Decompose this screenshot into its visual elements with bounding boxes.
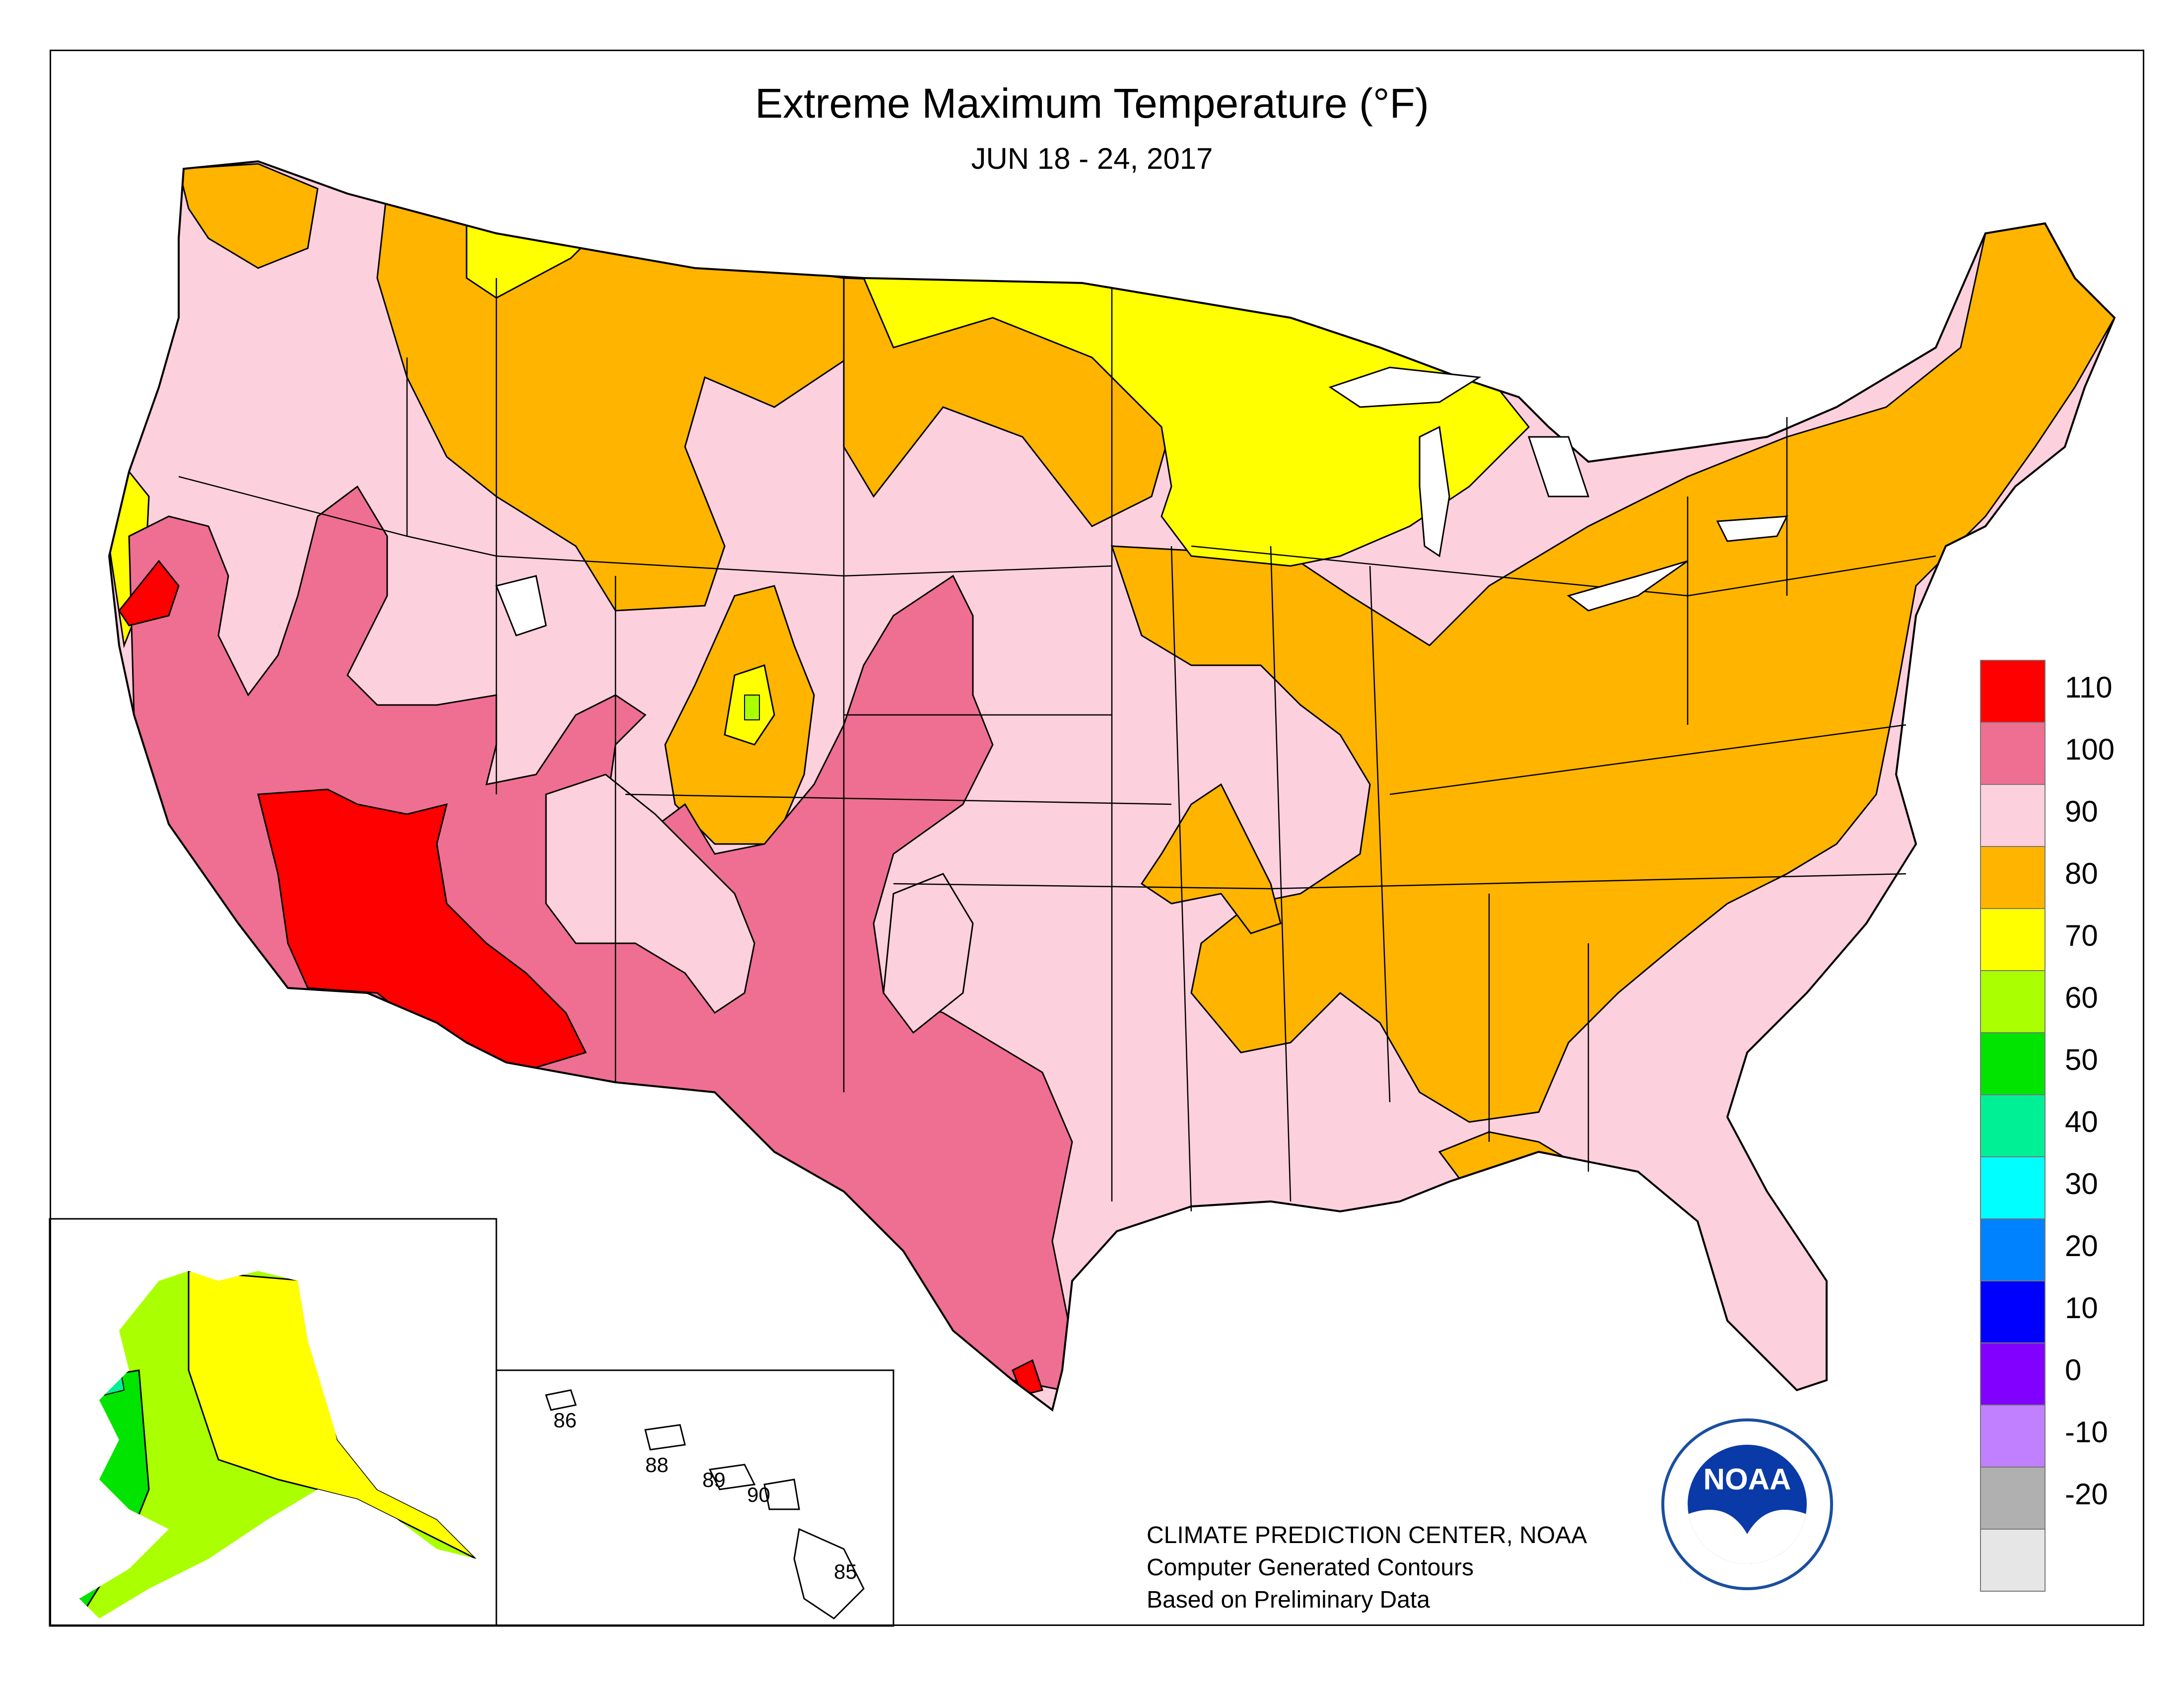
legend-label: 110	[2065, 671, 2113, 704]
legend-label: 50	[2065, 1043, 2098, 1076]
legend-swatch	[1980, 908, 2046, 971]
legend-swatch	[1980, 1342, 2046, 1406]
zone-90-newmexico	[883, 873, 974, 1034]
legend-label: 70	[2065, 919, 2098, 952]
legend-swatch	[1980, 1094, 2046, 1157]
legend-label: -10	[2065, 1415, 2108, 1449]
zone-80-east	[1110, 222, 2115, 1123]
legend-swatch	[1980, 722, 2046, 785]
legend-swatch	[1980, 784, 2046, 847]
legend-swatch	[1980, 1405, 2046, 1468]
zone-110-northern-ca	[118, 560, 180, 627]
map-subtitle: JUN 18 - 24, 2017	[971, 142, 1213, 175]
credit-line-1: CLIMATE PREDICTION CENTER, NOAA	[1147, 1522, 1587, 1548]
legend-label: 10	[2065, 1291, 2098, 1325]
state-borders	[178, 278, 1936, 1212]
credit-line-3: Based on Preliminary Data	[1147, 1587, 1430, 1613]
legend-swatch	[1980, 846, 2046, 909]
hawaii-value-4: 90	[747, 1483, 770, 1506]
map-title: Extreme Maximum Temperature (°F)	[755, 80, 1429, 127]
hawaii-inset-frame	[495, 1369, 894, 1627]
hawaii-value-5: 85	[834, 1560, 857, 1583]
logo-text: NOAA	[1704, 1463, 1791, 1496]
legend-swatch	[1980, 1032, 2046, 1095]
legend-label: 40	[2065, 1105, 2098, 1138]
legend-label: 100	[2065, 733, 2115, 766]
hawaii-value-1: 86	[553, 1408, 577, 1432]
island-kauai	[545, 1389, 577, 1411]
legend-label: -20	[2065, 1477, 2108, 1511]
legend-label: 30	[2065, 1167, 2098, 1200]
hawaii-value-2: 88	[645, 1453, 669, 1477]
island-molokai	[708, 1464, 756, 1490]
legend-label: 80	[2065, 857, 2098, 890]
island-oahu	[644, 1424, 686, 1451]
island-maui	[763, 1478, 800, 1510]
hawaii-inset: 86 88 89 90 85	[495, 1369, 894, 1627]
conus-map	[108, 160, 2116, 1411]
zone-60-colorado	[744, 695, 760, 720]
legend-swatch	[1980, 1467, 2046, 1530]
seagull-icon	[1688, 1504, 1807, 1564]
legend-swatch	[1980, 1156, 2046, 1219]
hawaii-value-3: 89	[702, 1468, 726, 1491]
legend-label: 90	[2065, 795, 2098, 828]
credit-line-2: Computer Generated Contours	[1147, 1554, 1474, 1581]
legend-label: 60	[2065, 981, 2098, 1014]
legend-swatch	[1980, 970, 2046, 1033]
ak-zone-40	[98, 1359, 125, 1396]
legend-swatch	[1980, 1218, 2046, 1281]
legend-label: 0	[2065, 1353, 2081, 1387]
zone-110-southwest	[257, 788, 587, 1093]
legend-label: 20	[2065, 1229, 2098, 1263]
legend-swatch	[1980, 660, 2046, 723]
zone-80-left-coast	[178, 163, 319, 269]
zone-90-utah	[545, 774, 755, 1014]
island-hawaii	[793, 1528, 865, 1619]
legend-swatch	[1980, 1280, 2046, 1343]
great-lakes	[495, 366, 1788, 636]
alaska-inset	[49, 1218, 497, 1627]
noaa-logo: NOAA	[1661, 1418, 1833, 1590]
zone-80-arkansas	[1140, 783, 1282, 934]
legend-swatch	[1980, 1529, 2046, 1592]
